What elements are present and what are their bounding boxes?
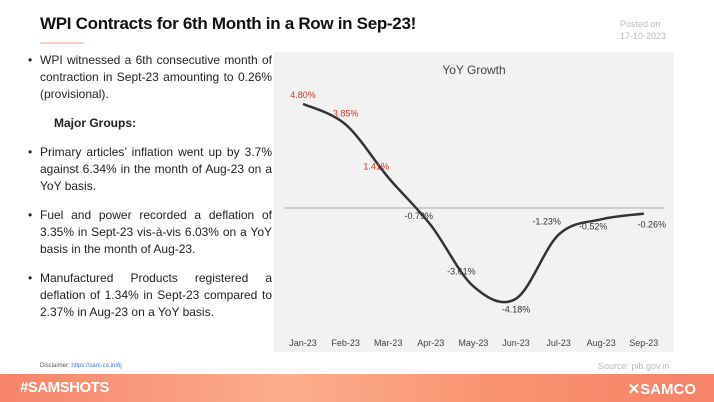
commentary: WPI witnessed a 6th consecutive month of… <box>26 52 272 333</box>
x-tick-label: Apr-23 <box>417 338 444 348</box>
data-label: -0.52% <box>579 221 608 231</box>
samco-logo: ✕SAMCO <box>627 381 696 398</box>
disclaimer: Disclaimer: https://sam-co.in/6j <box>40 363 122 369</box>
posted-info: Posted on 17-10-2023 <box>620 18 666 42</box>
data-label: -0.26% <box>638 220 667 230</box>
data-label: -4.18% <box>502 305 531 315</box>
data-label: 3.85% <box>333 108 359 118</box>
x-tick-label: Mar-23 <box>374 338 403 348</box>
hashtag: #SAMSHOTS <box>20 379 109 396</box>
data-label: -3.61% <box>447 266 476 276</box>
x-tick-label: Jul-23 <box>546 338 571 348</box>
data-label: 4.80% <box>290 90 316 100</box>
x-tick-label: May-23 <box>458 338 488 348</box>
posted-date: 17-10-2023 <box>620 31 667 41</box>
x-tick-label: Jun-23 <box>502 338 530 348</box>
data-label: 1.41% <box>363 161 389 171</box>
bullet: Fuel and power recorded a deflation of 3… <box>26 207 272 258</box>
x-tick-label: Aug-23 <box>587 338 616 348</box>
footer-banner: #SAMSHOTS ✕SAMCO <box>0 374 714 402</box>
disclaimer-label: Disclaimer: <box>40 363 70 369</box>
series-line <box>302 102 644 304</box>
chart: YoY Growth 4.80% Jan-23 3.85% Feb-23 1.41% Mar… <box>274 52 674 352</box>
data-label: -1.23% <box>532 217 561 227</box>
source: Source: pib.gov.in <box>598 361 670 371</box>
bullet: Primary articles’ inflation went up by 3… <box>26 144 272 195</box>
bullet: WPI witnessed a 6th consecutive month of… <box>26 52 272 103</box>
bullet: Manufactured Products registered a defla… <box>26 270 272 321</box>
data-label: -0.79% <box>405 211 434 221</box>
groups-heading: Major Groups: <box>54 116 137 130</box>
chart-title: YoY Growth <box>442 63 505 77</box>
line-chart: YoY Growth 4.80% Jan-23 3.85% Feb-23 1.41% Mar… <box>284 63 667 348</box>
title-underline <box>40 42 84 44</box>
posted-label: Posted on <box>620 19 661 29</box>
x-tick-label: Feb-23 <box>331 338 360 348</box>
x-tick-label: Jan-23 <box>289 338 317 348</box>
x-tick-label: Sep-23 <box>629 338 658 348</box>
page-title: WPI Contracts for 6th Month in a Row in … <box>40 14 416 33</box>
disclaimer-link[interactable]: https://sam-co.in/6j <box>71 363 122 369</box>
